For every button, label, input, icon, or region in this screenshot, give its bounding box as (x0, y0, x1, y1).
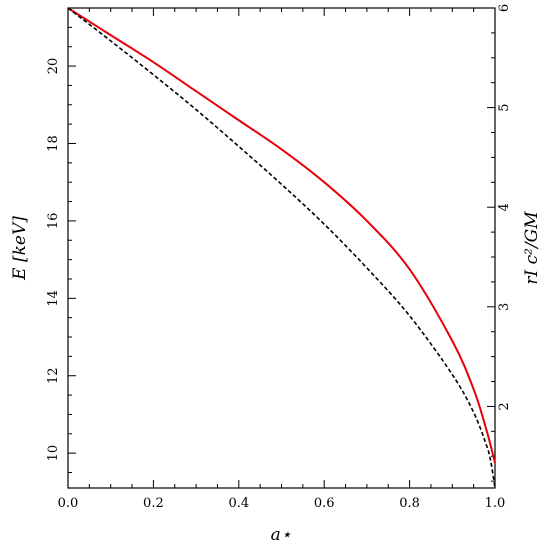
x-tick-label: 0.6 (314, 496, 335, 511)
y-axis-label-right: rI c²/GM (522, 211, 542, 285)
ticks-group: 0.0 0.2 0.4 0.6 0.8 1.0 10 12 14 16 18 20 2 3 4 5 6 (46, 4, 512, 511)
y-left-tick-label: 12 (46, 367, 61, 384)
y-left-tick-label: 18 (46, 135, 61, 152)
y-right-tick-label: 6 (497, 4, 512, 12)
y-right-tick-label: 3 (497, 303, 512, 311)
y-right-tick-label: 2 (497, 402, 512, 410)
x-tick-label: 0.8 (399, 496, 420, 511)
y-left-tick-label: 14 (46, 290, 61, 307)
plot-frame (67, 7, 496, 489)
y-right-tick-label: 5 (497, 103, 512, 111)
y-left-tick-label: 20 (46, 58, 61, 75)
x-tick-label: 0.2 (143, 496, 164, 511)
x-axis-label: a⋆ (271, 525, 292, 545)
y-axis-label-left: E [keV] (10, 216, 30, 281)
x-tick-label: 0.0 (58, 496, 79, 511)
y-right-tick-label: 4 (497, 203, 512, 211)
solid-red-series-line (67, 7, 496, 464)
y-left-tick-label: 10 (46, 445, 61, 462)
series-group (67, 7, 496, 489)
x-tick-label: 1.0 (485, 496, 506, 511)
x-tick-label: 0.4 (228, 496, 249, 511)
y-left-tick-label: 16 (46, 213, 61, 230)
dashed-black-series-line (67, 7, 496, 489)
